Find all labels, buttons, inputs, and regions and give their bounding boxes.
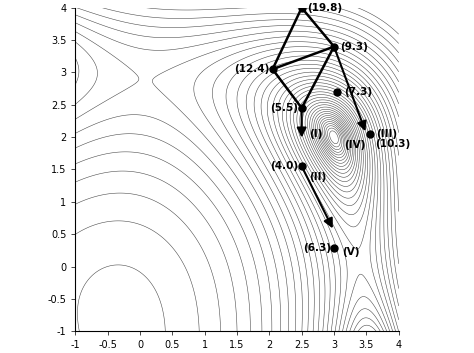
Text: (III): (III) — [376, 129, 397, 139]
Text: (4.0): (4.0) — [270, 161, 299, 171]
Text: (10.3): (10.3) — [375, 139, 410, 149]
Text: (IV): (IV) — [344, 140, 365, 150]
Text: (7.3): (7.3) — [344, 87, 372, 97]
Text: (12.4): (12.4) — [234, 64, 269, 74]
Text: (I): (I) — [310, 129, 323, 139]
Text: (9.3): (9.3) — [340, 42, 368, 52]
Text: (V): (V) — [342, 247, 359, 257]
Text: (19.8): (19.8) — [307, 3, 342, 13]
Text: (II): (II) — [310, 172, 327, 182]
Text: (6.3): (6.3) — [303, 244, 331, 253]
Text: (5.5): (5.5) — [271, 103, 299, 113]
